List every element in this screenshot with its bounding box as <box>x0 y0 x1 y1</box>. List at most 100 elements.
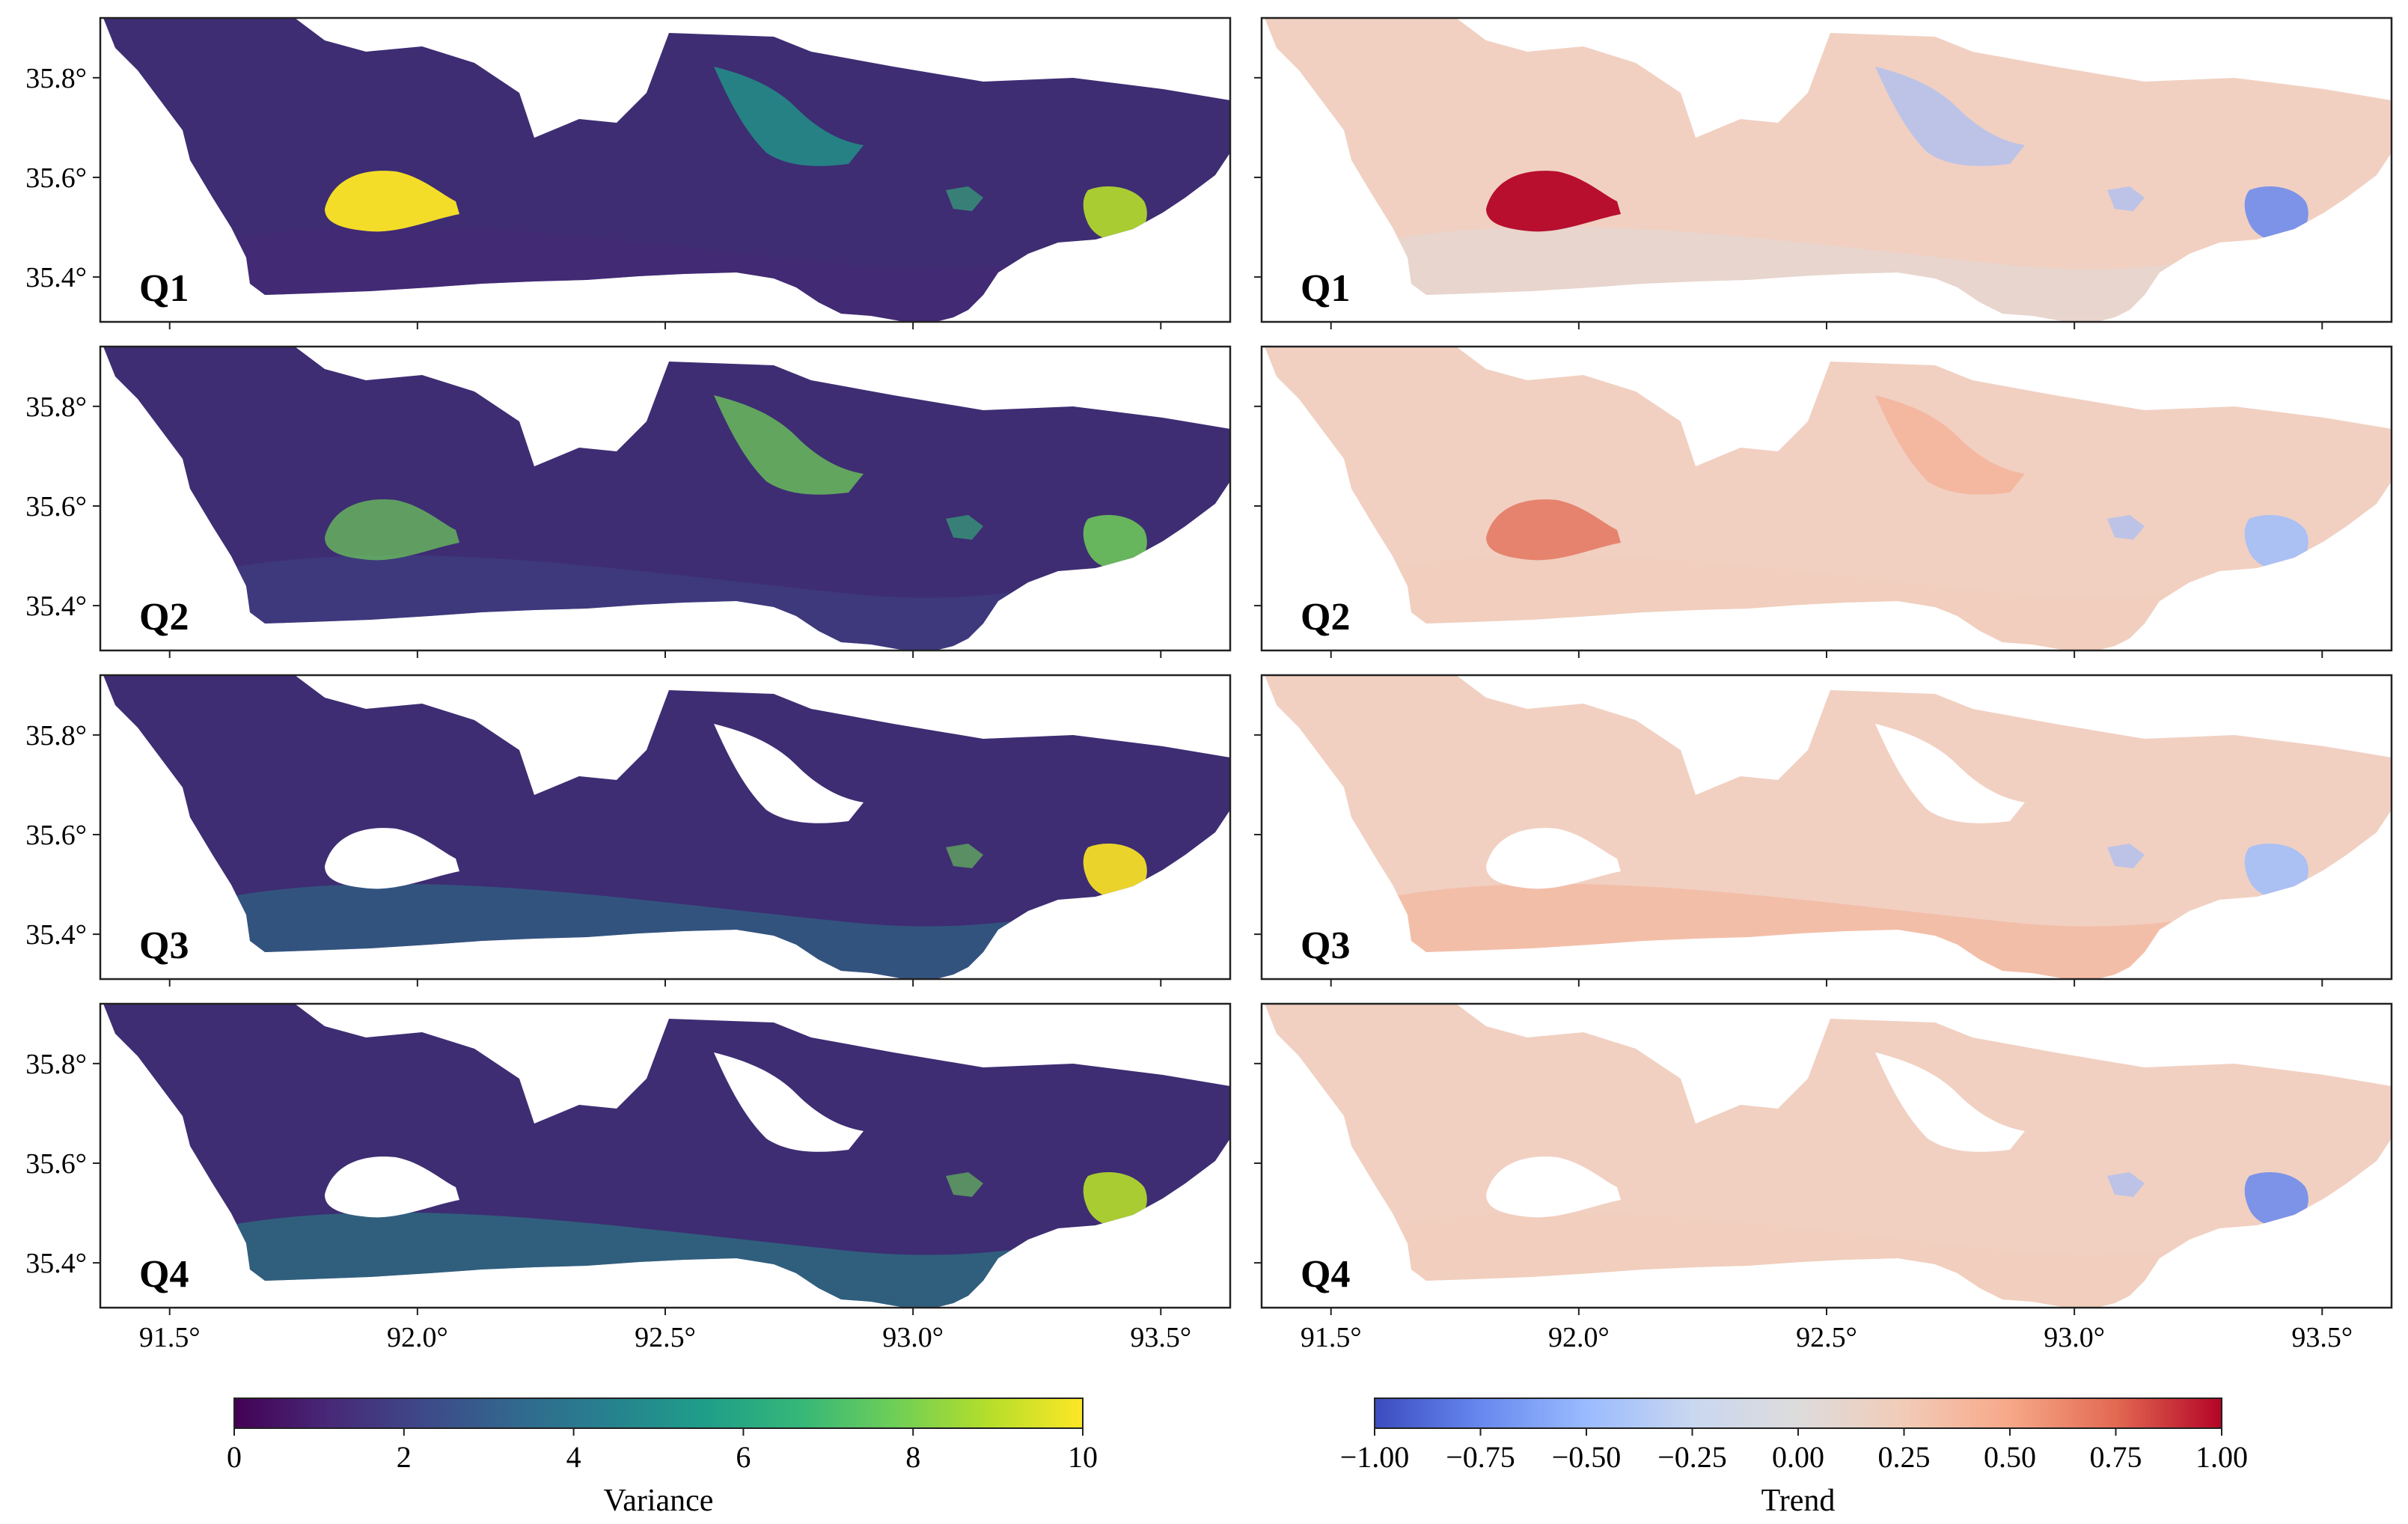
map-feature <box>714 395 864 495</box>
map-feature <box>2107 515 2145 540</box>
panel-right-q4: 91.5° 92.0° 92.5° 93.0° 93.5° Q4 <box>1254 1002 2393 1353</box>
colorbar-tick-label: 10 <box>1068 1440 1098 1474</box>
map-region <box>1265 18 2392 321</box>
map-feature <box>2244 515 2308 570</box>
map-feature <box>2244 186 2308 242</box>
y-tick-label: 35.6° <box>25 162 87 194</box>
colorbar-tick-label: −0.25 <box>1657 1440 1727 1474</box>
map-feature <box>325 499 459 561</box>
colorbar-title: Trend <box>1761 1484 1836 1518</box>
colorbar-tick-label: 0.50 <box>1984 1440 2036 1474</box>
map-feature <box>1083 186 1147 242</box>
map-region <box>1265 347 2392 650</box>
y-tick-label: 35.4° <box>25 1248 87 1279</box>
x-tick-label: 92.0° <box>387 1322 448 1353</box>
colorbar-gradient <box>1374 1397 2222 1429</box>
colorbar-tick-label: 4 <box>566 1440 581 1474</box>
colorbar-tick-label: 8 <box>905 1440 920 1474</box>
x-tick-label: 93.5° <box>1130 1322 1191 1353</box>
panel-left-q2: 35.8° 35.6° 35.4° Q2 <box>25 345 1232 658</box>
map-region <box>1265 675 2392 978</box>
colorbar-tick-label: 0.25 <box>1878 1440 1931 1474</box>
map-feature <box>325 1156 459 1218</box>
y-tick-label: 35.4° <box>25 591 87 622</box>
x-tick-label: 93.5° <box>2291 1322 2353 1353</box>
colorbar-right: −1.00 −0.75 −0.50 −0.25 0.00 0.25 0.50 0.75 1.00… <box>1340 1397 2248 1518</box>
colorbar-tick-label: 2 <box>397 1440 412 1474</box>
colorbar-tick-label: 1.00 <box>2195 1440 2248 1474</box>
map-feature <box>1083 844 1147 899</box>
x-tick-label: 91.5° <box>139 1322 201 1353</box>
map-feature <box>2107 1172 2145 1197</box>
colorbar-tick-label: −1.00 <box>1340 1440 1410 1474</box>
map-feature <box>1875 1052 2025 1152</box>
colorbar-left: 0 2 4 6 8 10 Variance <box>227 1397 1098 1518</box>
map-feature <box>1486 1156 1621 1218</box>
map-region <box>103 347 1230 650</box>
x-tick-label: 92.5° <box>635 1322 696 1353</box>
quarter-label: Q4 <box>1301 1253 1350 1296</box>
y-tick-label: 35.8° <box>25 1049 87 1080</box>
map-feature <box>1875 395 2025 495</box>
map-feature <box>1875 67 2025 166</box>
map-feature <box>946 186 983 211</box>
map-feature <box>946 1172 983 1197</box>
y-tick-label: 35.8° <box>25 391 87 423</box>
y-tick-label: 35.6° <box>25 1148 87 1180</box>
quarter-label: Q4 <box>139 1253 189 1296</box>
map-feature <box>2107 844 2145 868</box>
map-region <box>103 675 1230 978</box>
map-feature <box>714 1052 864 1152</box>
colorbar-tick-label: −0.50 <box>1552 1440 1622 1474</box>
map-feature <box>946 515 983 540</box>
map-feature <box>714 67 864 166</box>
y-tick-label: 35.8° <box>25 63 87 94</box>
map-feature <box>1083 515 1147 570</box>
colorbar-tick-label: 6 <box>736 1440 751 1474</box>
map-feature <box>1083 1172 1147 1228</box>
panel-left-q3: 35.8° 35.6° 35.4° Q3 <box>25 674 1232 987</box>
x-tick-label: 93.0° <box>882 1322 944 1353</box>
map-feature <box>714 724 864 823</box>
map-feature <box>2244 1172 2308 1228</box>
x-tick-label: 93.0° <box>2044 1322 2105 1353</box>
quarter-label: Q1 <box>139 267 189 310</box>
map-region <box>1265 1004 2392 1307</box>
x-tick-label: 91.5° <box>1301 1322 1362 1353</box>
panel-left-q1: 35.8° 35.6° 35.4° Q1 <box>25 16 1232 329</box>
quarter-label: Q2 <box>139 596 189 638</box>
quarter-label: Q3 <box>1301 924 1350 967</box>
map-feature <box>1875 724 2025 823</box>
panel-right-q3: Q3 <box>1254 674 2393 987</box>
y-tick-label: 35.6° <box>25 491 87 522</box>
map-feature <box>325 171 459 232</box>
map-feature <box>1486 499 1621 561</box>
map-feature <box>2244 844 2308 899</box>
map-feature <box>1486 171 1621 232</box>
map-region <box>103 1004 1230 1307</box>
y-tick-label: 35.4° <box>25 262 87 293</box>
quarter-label: Q2 <box>1301 596 1350 638</box>
map-feature <box>946 844 983 868</box>
x-tick-label: 92.5° <box>1796 1322 1857 1353</box>
x-tick-label: 92.0° <box>1548 1322 1610 1353</box>
panel-left-q4: 35.8° 35.6° 35.4° 91.5° 92.0° 92.5° 93.0° 93.5°… <box>25 1002 1232 1353</box>
colorbar-tick-label: 0 <box>227 1440 242 1474</box>
map-region <box>103 18 1230 321</box>
colorbar-gradient <box>233 1397 1084 1429</box>
quarter-label: Q1 <box>1301 267 1350 310</box>
map-feature <box>2107 186 2145 211</box>
colorbar-tick-label: 0.75 <box>2090 1440 2142 1474</box>
colorbar-tick-label: 0.00 <box>1772 1440 1824 1474</box>
y-tick-label: 35.6° <box>25 820 87 851</box>
panel-right-q1: Q1 <box>1254 16 2393 329</box>
map-feature <box>325 828 459 889</box>
panel-right-q2: Q2 <box>1254 345 2393 658</box>
y-tick-label: 35.8° <box>25 720 87 752</box>
quarter-label: Q3 <box>139 924 189 967</box>
y-tick-label: 35.4° <box>25 919 87 951</box>
colorbar-tick-label: −0.75 <box>1446 1440 1515 1474</box>
colorbar-title: Variance <box>604 1484 714 1518</box>
map-feature <box>1486 828 1621 889</box>
